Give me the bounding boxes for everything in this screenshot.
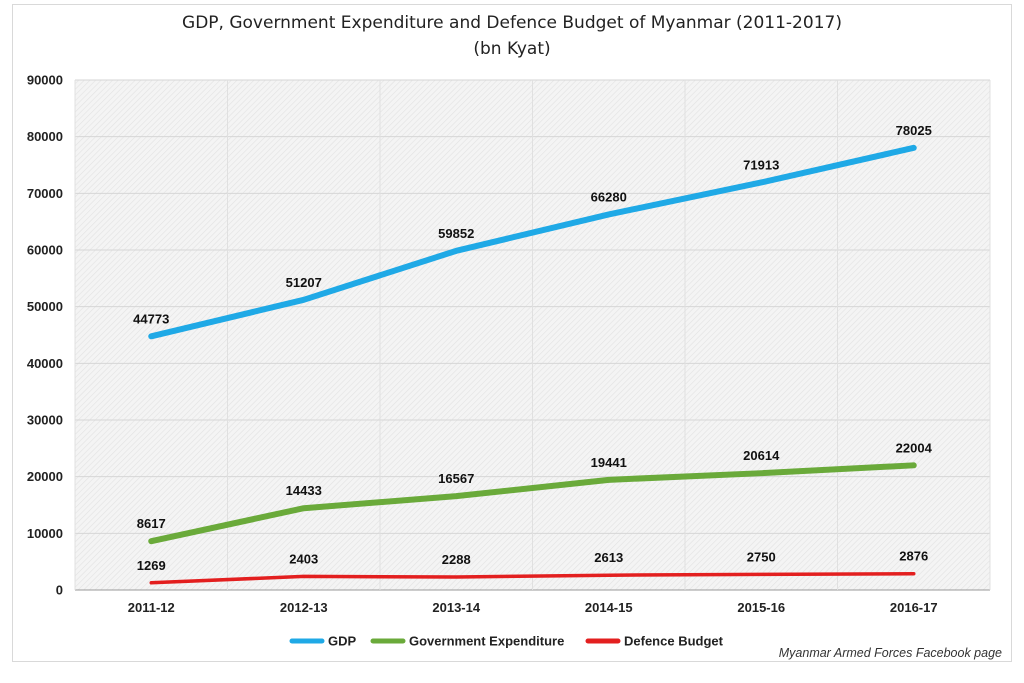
x-tick-label: 2016-17	[890, 600, 938, 615]
x-tick-label: 2012-13	[280, 600, 328, 615]
y-tick-label: 80000	[27, 129, 63, 144]
data-label: 51207	[286, 275, 322, 290]
data-label: 16567	[438, 471, 474, 486]
data-label: 22004	[896, 440, 933, 455]
data-label: 78025	[896, 123, 932, 138]
series-line-gdp	[148, 144, 917, 340]
y-tick-label: 40000	[27, 356, 63, 371]
data-label: 2288	[442, 552, 471, 567]
x-tick-label: 2011-12	[128, 600, 175, 615]
y-tick-label: 90000	[27, 73, 63, 88]
data-label: 20614	[743, 448, 780, 463]
data-label: 66280	[591, 189, 627, 204]
data-label: 59852	[438, 226, 474, 241]
grid-lines	[74, 79, 991, 591]
data-label: 2403	[289, 551, 318, 566]
x-axis-ticks: 2011-12 2012-13 2013-14 2014-15 2015-16 2016-…	[128, 600, 938, 615]
series-line-defence-budget	[149, 571, 916, 585]
y-tick-label: 10000	[27, 526, 63, 541]
data-label: 44773	[133, 311, 169, 326]
chart-title-line1: GDP, Government Expenditure and Defence …	[182, 13, 842, 33]
x-tick-label: 2013-14	[432, 600, 480, 615]
chart-title: GDP, Government Expenditure and Defence …	[0, 10, 1024, 62]
y-axis-ticks: 0 10000 20000 30000 40000 50000 60000 70000 8000…	[27, 73, 63, 598]
legend-label: GDP	[328, 634, 357, 649]
legend-label: Defence Budget	[624, 634, 724, 649]
legend: GDP Government Expenditure Defence Budget	[289, 634, 724, 649]
chart-title-line2: (bn Kyat)	[473, 39, 551, 59]
y-tick-label: 30000	[27, 413, 63, 428]
data-label: 71913	[743, 157, 779, 172]
y-tick-label: 20000	[27, 469, 63, 484]
y-tick-label: 0	[56, 583, 63, 598]
x-tick-label: 2015-16	[737, 600, 785, 615]
data-labels: 44773 51207 59852 66280 71913 78025 8617 14433 1…	[133, 123, 932, 573]
series-lines	[148, 144, 917, 585]
y-tick-label: 50000	[27, 299, 63, 314]
data-label: 8617	[137, 516, 166, 531]
series-line-government-expenditure	[148, 462, 917, 545]
data-label: 19441	[591, 455, 627, 470]
y-tick-label: 60000	[27, 243, 63, 258]
x-tick-label: 2014-15	[585, 600, 633, 615]
legend-label: Government Expenditure	[409, 634, 564, 649]
data-label: 2613	[594, 550, 623, 565]
data-label: 14433	[286, 483, 322, 498]
data-label: 2750	[747, 549, 776, 564]
data-label: 2876	[899, 549, 928, 564]
source-note: Myanmar Armed Forces Facebook page	[778, 646, 1002, 660]
data-label: 1269	[137, 558, 166, 573]
y-tick-label: 70000	[27, 186, 63, 201]
